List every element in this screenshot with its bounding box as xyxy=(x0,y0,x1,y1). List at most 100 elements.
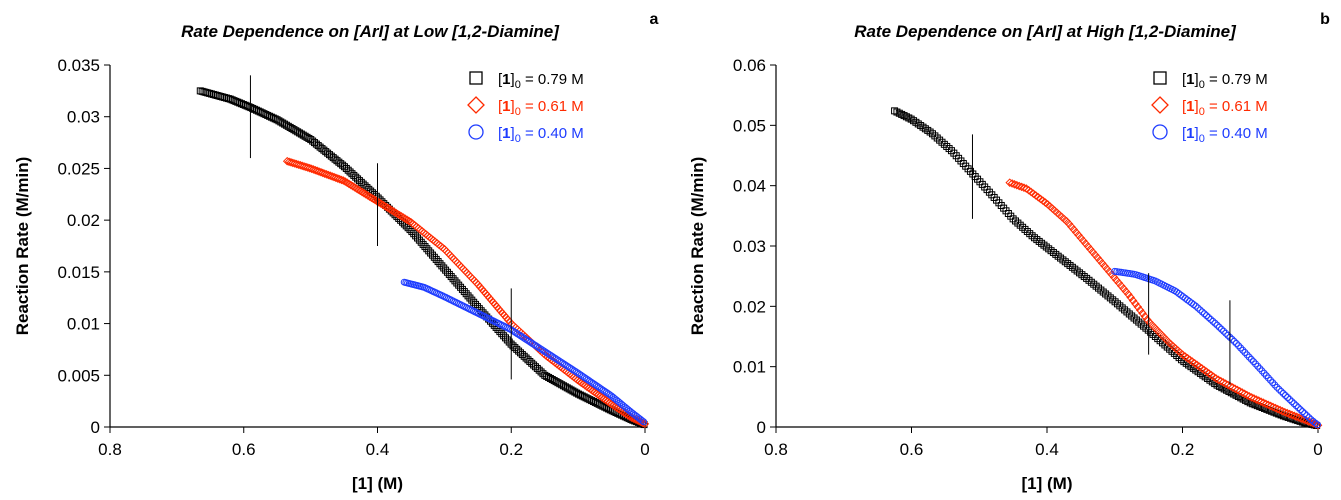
data-point xyxy=(1064,260,1072,268)
data-point xyxy=(1198,308,1206,316)
data-point xyxy=(445,270,453,278)
data-point xyxy=(430,253,438,261)
data-point xyxy=(339,176,348,185)
data-point xyxy=(936,136,944,144)
data-point xyxy=(1282,408,1292,418)
legend-marker-circle xyxy=(1152,124,1168,140)
data-point xyxy=(1135,305,1145,315)
data-point xyxy=(436,260,444,268)
data-point xyxy=(1271,381,1279,389)
series-circle xyxy=(400,278,648,426)
data-point xyxy=(1130,314,1138,322)
data-point xyxy=(1268,402,1278,412)
data-point xyxy=(1190,301,1198,309)
data-point xyxy=(1071,265,1079,273)
data-point xyxy=(1049,249,1057,257)
data-point xyxy=(1014,219,1022,227)
data-point xyxy=(929,130,937,138)
data-point xyxy=(1118,304,1126,312)
legend-marker-square xyxy=(469,71,483,85)
legend-marker-circle xyxy=(468,124,484,140)
data-point xyxy=(427,249,435,257)
data-point xyxy=(1224,331,1232,339)
data-point xyxy=(1275,385,1283,393)
data-point xyxy=(1244,391,1254,401)
data-point xyxy=(1207,315,1215,323)
data-point xyxy=(354,185,363,195)
data-point xyxy=(1245,353,1253,361)
data-point xyxy=(940,140,948,148)
data-point xyxy=(413,234,421,242)
data-point xyxy=(367,193,376,203)
data-point xyxy=(468,296,476,304)
data-point xyxy=(933,134,941,142)
data-point xyxy=(1271,403,1280,413)
data-point xyxy=(363,191,373,200)
data-point xyxy=(1241,349,1249,357)
x-axis-label: [1] (M) xyxy=(352,474,403,493)
legend-marker-diamond xyxy=(467,96,485,114)
data-point xyxy=(1092,282,1100,290)
data-point xyxy=(1299,408,1307,416)
data-point xyxy=(943,142,951,150)
data-point xyxy=(455,281,463,289)
data-point xyxy=(1213,321,1221,329)
data-point xyxy=(369,194,378,204)
data-point xyxy=(1097,286,1105,294)
data-point xyxy=(1111,298,1119,306)
data-point xyxy=(342,178,352,188)
data-point xyxy=(1125,310,1133,318)
data-point xyxy=(1290,400,1298,408)
data-point xyxy=(1152,325,1162,335)
data-point xyxy=(1009,215,1017,223)
chart-title: Rate Dependence on [ArI] at Low [1,2-Dia… xyxy=(181,22,560,41)
data-point xyxy=(1019,223,1027,231)
data-point xyxy=(1205,314,1213,322)
data-point xyxy=(1007,179,1017,188)
data-point xyxy=(1220,327,1228,335)
data-point xyxy=(1311,419,1319,427)
data-point xyxy=(1030,234,1038,242)
data-point xyxy=(1012,180,1022,190)
data-point xyxy=(1259,398,1268,408)
data-point xyxy=(926,128,934,136)
data-point xyxy=(395,210,404,220)
data-point xyxy=(387,206,397,215)
data-point xyxy=(1252,360,1260,368)
data-point xyxy=(428,251,436,259)
data-point xyxy=(462,290,470,298)
y-tick-label: 0.005 xyxy=(57,366,100,385)
data-point xyxy=(1211,319,1219,327)
y-tick-label: 0.01 xyxy=(67,315,100,334)
legend: [1]0 = 0.79 M [1]0 = 0.61 M [1]0 = 0.40 M xyxy=(1151,71,1268,145)
data-point xyxy=(1249,394,1259,403)
data-point xyxy=(1218,378,1228,387)
data-point xyxy=(1275,405,1285,415)
data-point xyxy=(1066,261,1074,269)
data-point xyxy=(352,184,361,193)
data-point xyxy=(350,183,359,192)
data-point xyxy=(1010,180,1019,189)
data-point xyxy=(421,243,429,251)
data-point xyxy=(1281,392,1289,400)
x-tick-label: 0.6 xyxy=(900,440,924,459)
data-point xyxy=(357,187,367,197)
data-point xyxy=(1109,296,1117,304)
data-point xyxy=(1073,267,1081,275)
data-point xyxy=(346,180,356,190)
x-tick-label: 0.8 xyxy=(764,440,788,459)
data-point xyxy=(1232,339,1240,347)
data-point xyxy=(361,190,371,199)
legend-marker-square xyxy=(1153,71,1167,85)
data-point xyxy=(945,145,953,153)
data-point xyxy=(1045,245,1053,253)
data-point xyxy=(1149,330,1157,338)
data-point xyxy=(1239,346,1247,354)
series-circle xyxy=(1111,267,1321,429)
data-point xyxy=(501,334,509,342)
data-point xyxy=(404,216,414,226)
data-point xyxy=(1052,250,1060,258)
legend: [1]0 = 0.79 M [1]0 = 0.61 M [1]0 = 0.40 M xyxy=(467,71,584,145)
data-point xyxy=(891,107,899,115)
data-point xyxy=(1128,312,1136,320)
